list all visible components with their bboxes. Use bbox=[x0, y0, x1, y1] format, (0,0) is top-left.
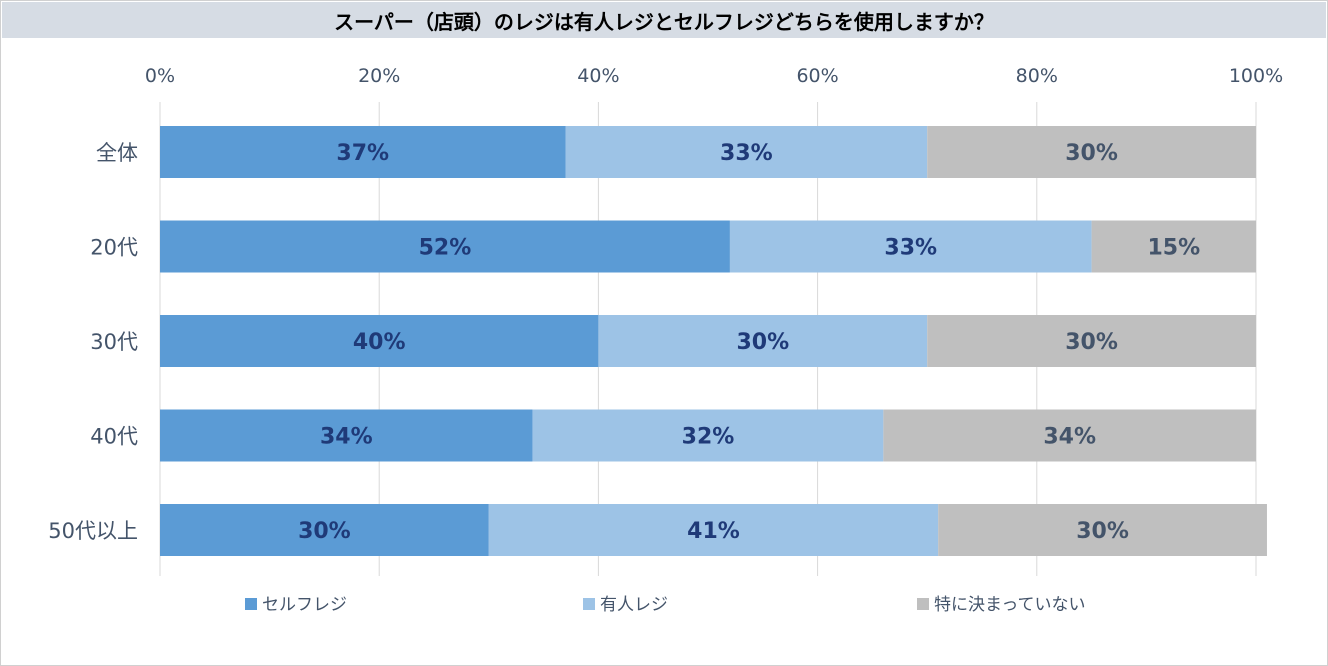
bar-segment bbox=[532, 409, 884, 462]
bar-segment bbox=[883, 409, 1256, 462]
data-label: 34% bbox=[1043, 425, 1096, 450]
data-label: 33% bbox=[884, 236, 937, 261]
bar-segment bbox=[160, 504, 489, 556]
legend-label: セルフレジ bbox=[262, 595, 347, 615]
x-axis-ticks: 0% 20% 40% 60% 80% 100% bbox=[145, 65, 1283, 87]
data-label: 33% bbox=[720, 141, 773, 166]
bar-segment bbox=[1091, 220, 1256, 273]
bar-segment bbox=[160, 315, 599, 367]
data-label: 30% bbox=[1065, 141, 1118, 166]
legend: セルフレジ 有人レジ 特に決まっていない bbox=[245, 595, 1085, 615]
bar-segment bbox=[488, 504, 939, 556]
bar-segments bbox=[160, 126, 1267, 556]
value-labels: 37% 33% 30% 52% 33% 15% 40% 30% 30% 34% 32% 34% 30% 4… bbox=[298, 141, 1200, 544]
data-label: 32% bbox=[682, 425, 735, 450]
x-tick-label: 60% bbox=[796, 65, 838, 87]
x-tick-label: 100% bbox=[1229, 65, 1283, 87]
data-label: 30% bbox=[1076, 519, 1129, 544]
data-label: 30% bbox=[1065, 330, 1118, 355]
bar-segment bbox=[729, 220, 1092, 273]
bar-segment bbox=[927, 315, 1256, 367]
data-label: 30% bbox=[298, 519, 351, 544]
category-label: 20代 bbox=[90, 236, 138, 260]
category-label: 50代以上 bbox=[48, 519, 138, 543]
x-tick-label: 20% bbox=[358, 65, 400, 87]
category-label: 40代 bbox=[90, 425, 138, 449]
category-label: 30代 bbox=[90, 330, 138, 354]
legend-label: 特に決まっていない bbox=[934, 595, 1085, 615]
data-label: 15% bbox=[1147, 236, 1200, 261]
bar-segment bbox=[927, 126, 1256, 178]
data-label: 30% bbox=[736, 330, 789, 355]
bar-segment bbox=[565, 126, 928, 178]
legend-swatch bbox=[245, 598, 257, 610]
title-bar: スーパー（店頭）のレジは有人レジとセルフレジどちらを使用しますか？ bbox=[2, 2, 1326, 38]
data-label: 40% bbox=[353, 330, 406, 355]
bar-segment bbox=[160, 220, 730, 273]
chart-title: スーパー（店頭）のレジは有人レジとセルフレジどちらを使用しますか？ bbox=[334, 9, 994, 34]
bar-segment bbox=[938, 504, 1267, 556]
bar-segment bbox=[160, 126, 566, 178]
x-tick-label: 0% bbox=[145, 65, 175, 87]
category-axis: 全体 20代 30代 40代 50代以上 bbox=[48, 141, 138, 543]
bar-segment bbox=[598, 315, 928, 367]
data-label: 34% bbox=[320, 425, 373, 450]
x-tick-label: 80% bbox=[1016, 65, 1058, 87]
data-label: 41% bbox=[687, 519, 740, 544]
category-label: 全体 bbox=[96, 141, 138, 165]
data-label: 37% bbox=[336, 141, 389, 166]
x-tick-label: 40% bbox=[577, 65, 619, 87]
legend-label: 有人レジ bbox=[600, 595, 668, 615]
legend-swatch bbox=[583, 598, 595, 610]
data-label: 52% bbox=[419, 236, 472, 261]
legend-swatch bbox=[917, 598, 929, 610]
bar-segment bbox=[160, 409, 533, 462]
